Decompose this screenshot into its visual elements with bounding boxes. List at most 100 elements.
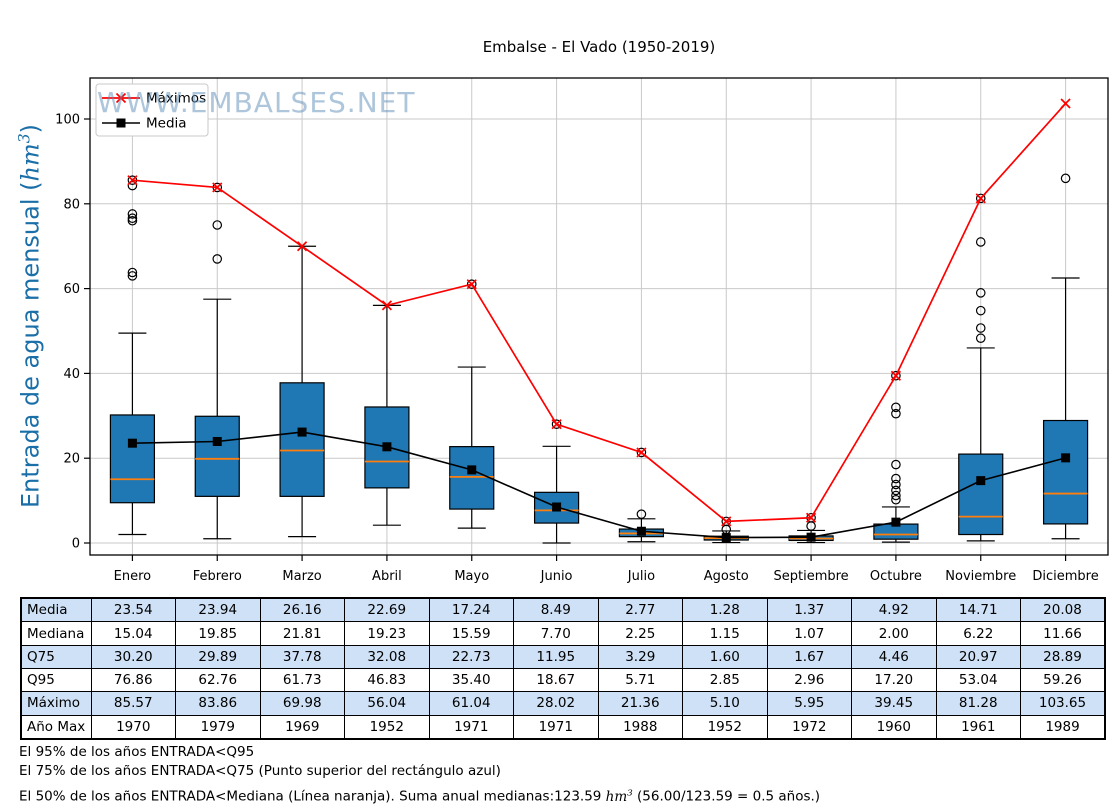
table-cell: 1969 bbox=[259, 714, 345, 740]
y-axis-ticks: 0 20 40 60 80 100 bbox=[55, 113, 90, 552]
y-tick-label: 100 bbox=[55, 113, 80, 128]
maximos-line bbox=[127, 98, 1071, 527]
table-cell: 1960 bbox=[851, 714, 937, 740]
table-cell: 26.16 bbox=[259, 597, 345, 623]
box-diciembre bbox=[1042, 173, 1089, 540]
table-cell: 1.37 bbox=[766, 597, 852, 623]
table-cell: 1989 bbox=[1020, 714, 1106, 740]
x-tick-label: Junio bbox=[540, 569, 573, 584]
table-cell: 15.59 bbox=[428, 621, 514, 646]
table-cell: 17.24 bbox=[428, 597, 514, 623]
outlier-point bbox=[891, 459, 901, 470]
outlier-point bbox=[212, 220, 223, 230]
table-cell: 35.40 bbox=[428, 667, 514, 693]
stats-table-wrap: Media 23.54 23.94 26.16 22.69 17.24 8.49 2.77 1.… bbox=[20, 597, 1106, 740]
table-cell: 5.71 bbox=[597, 667, 683, 693]
outlier-point bbox=[975, 305, 986, 316]
table-cell: 19.23 bbox=[344, 621, 430, 646]
table-cell: 32.08 bbox=[344, 644, 430, 669]
table-cell: 20.97 bbox=[935, 644, 1021, 669]
table-cell: 8.49 bbox=[513, 597, 599, 623]
outlier-point bbox=[212, 254, 223, 264]
table-cell: 1988 bbox=[597, 714, 683, 740]
watermark: WWW.EMBALSES.NET bbox=[97, 86, 415, 119]
table-row-2: Q75 30.20 29.89 37.78 32.08 22.73 11.95 3.29 1.6… bbox=[20, 644, 1106, 669]
outlier-point bbox=[636, 509, 647, 519]
table-cell: 1.60 bbox=[682, 644, 768, 669]
row-header: Mediana bbox=[20, 621, 92, 646]
table-cell: 30.20 bbox=[90, 644, 176, 669]
outlier-point bbox=[891, 408, 901, 419]
outlier-point bbox=[127, 215, 138, 226]
table-cell: 1.67 bbox=[766, 644, 852, 669]
table-cell: 17.20 bbox=[851, 667, 937, 693]
table-cell: 21.36 bbox=[597, 691, 683, 716]
y-tick-label: 20 bbox=[63, 452, 80, 467]
y-axis-label: Entrada de agua mensual (hm3) bbox=[16, 124, 45, 508]
table-row-5: Año Max 1970 1979 1969 1952 1971 1971 1988 1952 1… bbox=[20, 714, 1106, 740]
row-header: Q75 bbox=[20, 644, 92, 669]
table-cell: 14.71 bbox=[935, 597, 1021, 623]
outlier-point bbox=[891, 402, 901, 413]
x-tick-label: Octubre bbox=[870, 569, 922, 584]
table-cell: 1972 bbox=[766, 714, 852, 740]
table-cell: 103.65 bbox=[1020, 691, 1106, 716]
footnote-q75: El 75% de los años ENTRADA<Q75 (Punto su… bbox=[19, 762, 501, 779]
gridlines bbox=[90, 78, 1108, 555]
footnote-mediana-suffix: (56.00/123.59 = 0.5 años.) bbox=[632, 788, 821, 805]
table-cell: 22.69 bbox=[344, 597, 430, 623]
row-header: Máximo bbox=[20, 691, 92, 716]
outlier-point bbox=[975, 288, 986, 298]
table-cell: 2.85 bbox=[682, 667, 768, 693]
outlier-point bbox=[127, 267, 138, 278]
x-tick-label: Enero bbox=[114, 569, 152, 584]
x-tick-label: Noviembre bbox=[945, 569, 1016, 584]
outlier-point bbox=[1060, 173, 1071, 184]
x-axis-ticks: Enero Febrero Marzo Abril Mayo Junio Julio Agos… bbox=[114, 555, 1099, 584]
table-row-0: Media 23.54 23.94 26.16 22.69 17.24 8.49 2.77 1.… bbox=[20, 597, 1106, 623]
table-cell: 1971 bbox=[513, 714, 599, 740]
legend-label-maximos: Máximos bbox=[146, 91, 206, 107]
table-cell: 76.86 bbox=[90, 667, 176, 693]
table-cell: 20.08 bbox=[1020, 597, 1106, 623]
outlier-point bbox=[975, 193, 986, 204]
footnote-unit: hm bbox=[605, 788, 628, 805]
table-cell: 81.28 bbox=[935, 691, 1021, 716]
outlier-point bbox=[975, 323, 986, 333]
outlier-point bbox=[975, 333, 986, 344]
y-tick-label: 80 bbox=[63, 197, 80, 212]
table-cell: 7.70 bbox=[513, 621, 599, 646]
x-tick-label: Julio bbox=[627, 569, 655, 584]
table-cell: 15.04 bbox=[90, 621, 176, 646]
outlier-point bbox=[891, 490, 901, 501]
table-cell: 19.85 bbox=[175, 621, 261, 646]
table-cell: 1961 bbox=[935, 714, 1021, 740]
table-cell: 2.25 bbox=[597, 621, 683, 646]
outlier-point bbox=[891, 494, 901, 505]
outlier-point bbox=[891, 479, 901, 490]
outlier-point bbox=[891, 473, 901, 484]
y-tick-label: 40 bbox=[63, 367, 80, 382]
table-cell: 3.29 bbox=[597, 644, 683, 669]
table-cell: 4.92 bbox=[851, 597, 937, 623]
legend: Máximos Media bbox=[95, 83, 209, 137]
table-cell: 22.73 bbox=[428, 644, 514, 669]
box-febrero bbox=[194, 182, 240, 540]
table-cell: 18.67 bbox=[513, 667, 599, 693]
table-cell: 56.04 bbox=[344, 691, 430, 716]
y-tick-label: 0 bbox=[72, 537, 80, 552]
y-axis-label-text: Entrada de agua mensual ( bbox=[16, 181, 45, 508]
footnotes: El 95% de los años ENTRADA<Q95 El 75% de… bbox=[19, 743, 820, 806]
table-cell: 1.28 bbox=[682, 597, 768, 623]
outlier-point bbox=[891, 370, 901, 381]
table-cell: 85.57 bbox=[90, 691, 176, 716]
y-axis-unit-exponent: 3 bbox=[15, 133, 34, 144]
x-tick-label: Febrero bbox=[193, 569, 242, 584]
table-cell: 5.95 bbox=[766, 691, 852, 716]
table-cell: 46.83 bbox=[344, 667, 430, 693]
table-cell: 39.45 bbox=[851, 691, 937, 716]
footnote-q95: El 95% de los años ENTRADA<Q95 bbox=[19, 744, 255, 760]
outlier-point bbox=[551, 419, 562, 429]
table-cell: 23.54 bbox=[90, 597, 176, 623]
